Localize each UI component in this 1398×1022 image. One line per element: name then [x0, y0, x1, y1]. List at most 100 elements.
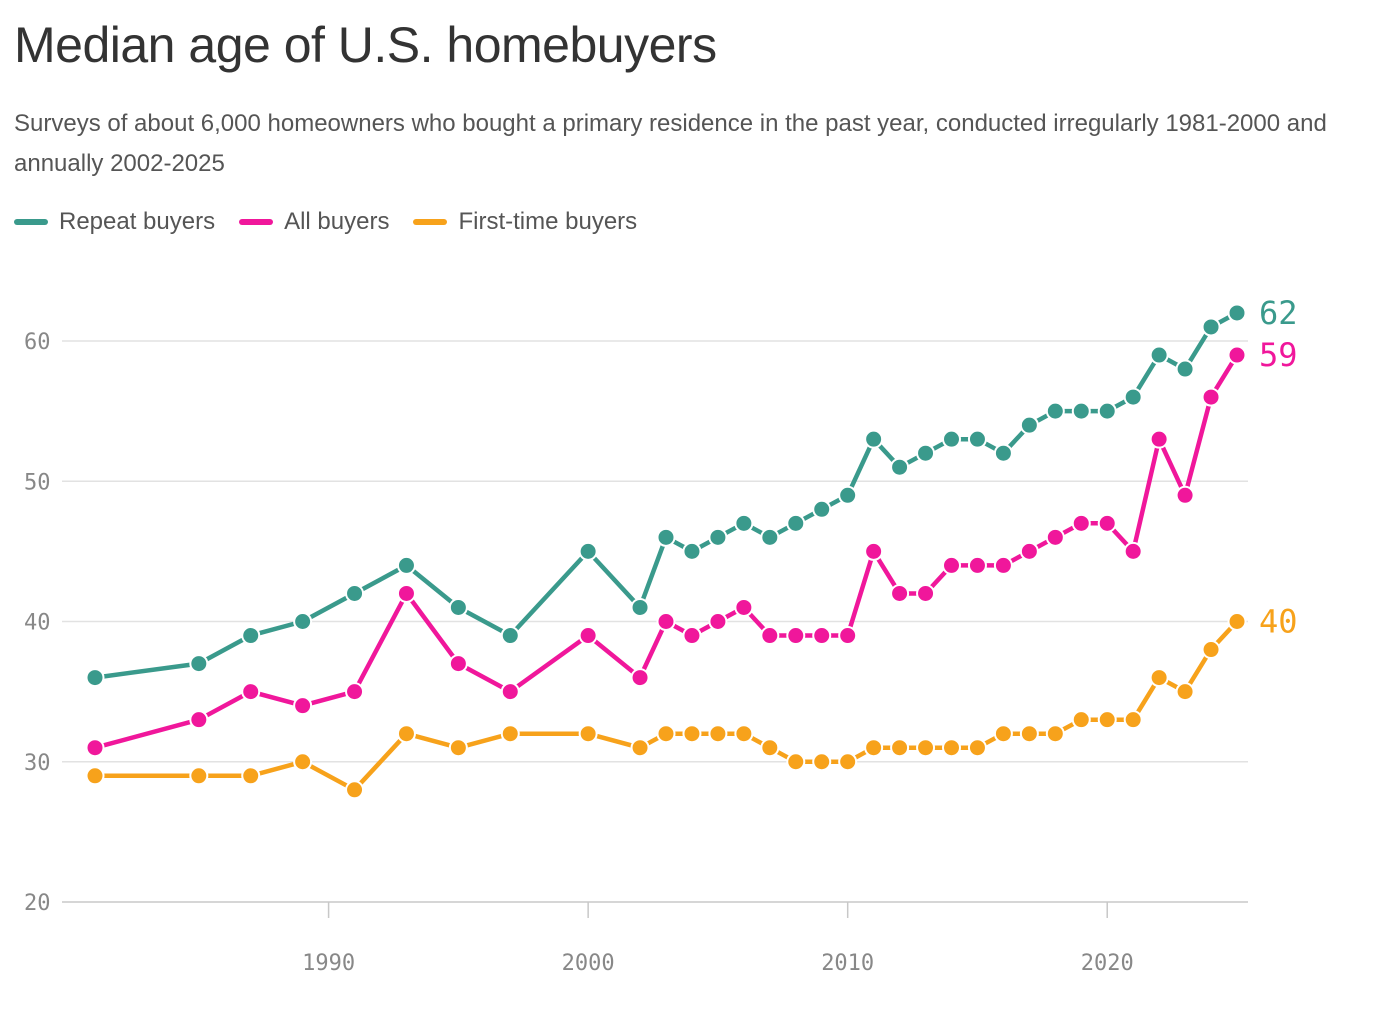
data-point-first-time-buyers — [1175, 682, 1195, 702]
data-point-repeat-buyers — [85, 668, 105, 688]
data-point-first-time-buyers — [630, 738, 650, 758]
end-label-first-time-buyers: 40 — [1259, 603, 1298, 641]
data-point-first-time-buyers — [682, 724, 702, 744]
data-point-all-buyers — [708, 612, 728, 631]
data-point-repeat-buyers — [293, 612, 313, 631]
data-point-all-buyers — [942, 555, 961, 575]
data-point-first-time-buyers — [448, 738, 468, 758]
data-point-all-buyers — [1201, 387, 1221, 407]
data-point-repeat-buyers — [993, 443, 1013, 463]
legend-label-first-time-buyers: First-time buyers — [458, 208, 638, 235]
legend-swatch-all-buyers — [239, 219, 274, 225]
data-point-first-time-buyers — [85, 766, 105, 786]
data-point-first-time-buyers — [396, 724, 416, 744]
data-point-all-buyers — [967, 555, 987, 575]
data-point-all-buyers — [864, 541, 884, 561]
series-all-buyers: 59 — [85, 336, 1298, 758]
data-point-repeat-buyers — [916, 443, 936, 463]
data-point-first-time-buyers — [1071, 710, 1091, 730]
series-repeat-buyers: 62 — [85, 294, 1298, 688]
y-tick-label: 40 — [24, 611, 51, 636]
data-point-all-buyers — [396, 583, 416, 603]
data-point-first-time-buyers — [189, 766, 209, 786]
data-point-first-time-buyers — [890, 738, 910, 758]
chart-title: Median age of U.S. homebuyers — [14, 17, 717, 73]
data-point-repeat-buyers — [1071, 401, 1091, 421]
data-point-all-buyers — [786, 626, 806, 646]
data-point-repeat-buyers — [838, 485, 858, 505]
data-point-repeat-buyers — [890, 457, 910, 477]
data-point-repeat-buyers — [1045, 401, 1065, 421]
data-point-repeat-buyers — [812, 499, 832, 519]
data-point-repeat-buyers — [189, 654, 209, 674]
data-point-repeat-buyers — [682, 541, 702, 561]
data-point-all-buyers — [85, 738, 105, 758]
data-point-all-buyers — [656, 612, 676, 631]
data-point-repeat-buyers — [1201, 317, 1221, 337]
data-point-repeat-buyers — [500, 626, 520, 646]
data-point-first-time-buyers — [734, 724, 754, 744]
data-point-repeat-buyers — [1149, 345, 1169, 365]
data-point-all-buyers — [345, 682, 365, 702]
data-point-all-buyers — [1045, 527, 1065, 547]
data-point-repeat-buyers — [1019, 415, 1039, 435]
data-point-all-buyers — [1175, 485, 1195, 505]
data-point-all-buyers — [682, 626, 702, 646]
data-point-first-time-buyers — [500, 724, 520, 744]
data-point-first-time-buyers — [1149, 668, 1169, 688]
chart-subtitle: Surveys of about 6,000 homeowners who bo… — [14, 110, 1327, 177]
data-point-all-buyers — [760, 626, 780, 646]
data-point-first-time-buyers — [1123, 710, 1143, 730]
data-point-all-buyers — [448, 654, 468, 674]
data-point-first-time-buyers — [916, 738, 936, 758]
data-point-all-buyers — [1019, 541, 1039, 561]
y-tick-label: 20 — [24, 891, 51, 916]
end-label-all-buyers: 59 — [1259, 336, 1298, 374]
data-point-repeat-buyers — [396, 555, 416, 575]
data-point-repeat-buyers — [1175, 359, 1195, 379]
data-point-first-time-buyers — [293, 752, 313, 772]
data-point-all-buyers — [189, 710, 209, 730]
data-point-all-buyers — [734, 597, 754, 617]
data-point-all-buyers — [993, 555, 1013, 575]
legend-swatch-first-time-buyers — [413, 219, 448, 225]
data-point-all-buyers — [1123, 541, 1143, 561]
data-point-first-time-buyers — [864, 738, 884, 758]
legend-item-first-time-buyers: First-time buyers — [413, 208, 637, 236]
x-tick-label: 1990 — [302, 951, 355, 976]
data-point-first-time-buyers — [241, 766, 261, 786]
data-point-repeat-buyers — [448, 597, 468, 617]
y-tick-label: 50 — [24, 470, 51, 495]
data-point-all-buyers — [1097, 513, 1117, 533]
data-point-repeat-buyers — [1123, 387, 1143, 407]
data-point-repeat-buyers — [345, 583, 365, 603]
data-point-all-buyers — [578, 626, 598, 646]
data-point-first-time-buyers — [345, 780, 365, 800]
data-point-all-buyers — [1071, 513, 1091, 533]
legend-item-repeat-buyers: Repeat buyers — [14, 208, 215, 236]
data-point-all-buyers — [890, 583, 910, 603]
data-point-first-time-buyers — [993, 724, 1013, 744]
legend-swatch-repeat-buyers — [14, 219, 48, 225]
data-point-all-buyers — [1227, 345, 1247, 365]
y-tick-label: 60 — [24, 330, 51, 355]
data-point-repeat-buyers — [864, 429, 884, 449]
data-point-repeat-buyers — [708, 527, 728, 547]
data-point-first-time-buyers — [760, 738, 780, 758]
legend-item-all-buyers: All buyers — [239, 208, 389, 236]
data-point-all-buyers — [916, 583, 936, 603]
data-point-first-time-buyers — [942, 738, 961, 758]
data-point-repeat-buyers — [241, 626, 261, 646]
data-point-all-buyers — [293, 696, 313, 716]
legend-label-all-buyers: All buyers — [284, 208, 390, 235]
data-point-all-buyers — [500, 682, 520, 702]
data-point-repeat-buyers — [942, 429, 961, 449]
x-tick-label: 2010 — [821, 951, 874, 976]
data-point-repeat-buyers — [1097, 401, 1117, 421]
legend-label-repeat-buyers: Repeat buyers — [59, 208, 216, 235]
legend: Repeat buyers All buyers First-time buye… — [14, 208, 661, 236]
end-label-repeat-buyers: 62 — [1259, 294, 1298, 332]
data-point-repeat-buyers — [656, 527, 676, 547]
x-tick-label: 2000 — [562, 951, 615, 976]
